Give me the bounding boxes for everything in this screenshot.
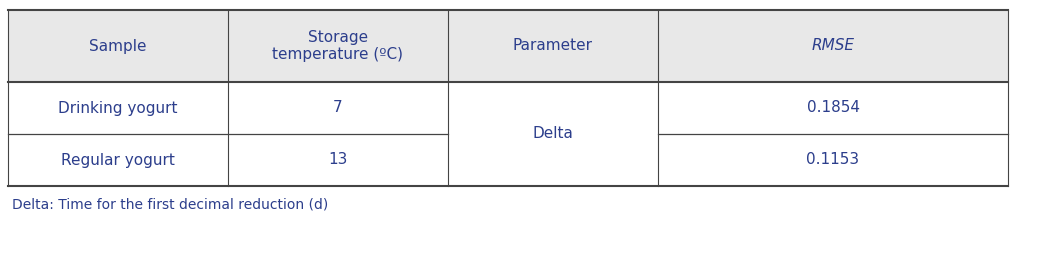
Text: 0.1854: 0.1854 [807,100,859,116]
Text: Delta: Time for the first decimal reduction (d): Delta: Time for the first decimal reduct… [12,198,329,212]
Text: RMSE: RMSE [812,38,854,53]
Bar [658,82,1008,134]
Text: Drinking yogurt: Drinking yogurt [58,100,178,116]
Bar [229,10,448,82]
Bar [229,82,448,134]
Bar [448,10,658,82]
Bar [658,10,1008,82]
Text: Storage
temperature (ºC): Storage temperature (ºC) [273,30,403,62]
Text: Regular yogurt: Regular yogurt [61,152,175,167]
Bar [8,10,229,82]
Text: Parameter: Parameter [513,38,593,53]
Bar [229,134,448,186]
Text: 0.1153: 0.1153 [807,152,859,167]
Text: Sample: Sample [90,38,146,53]
Bar [658,134,1008,186]
Text: Delta: Delta [533,127,574,142]
Bar [448,82,658,186]
Bar [8,82,229,134]
Bar [8,134,229,186]
Text: 13: 13 [329,152,347,167]
Text: 7: 7 [333,100,343,116]
